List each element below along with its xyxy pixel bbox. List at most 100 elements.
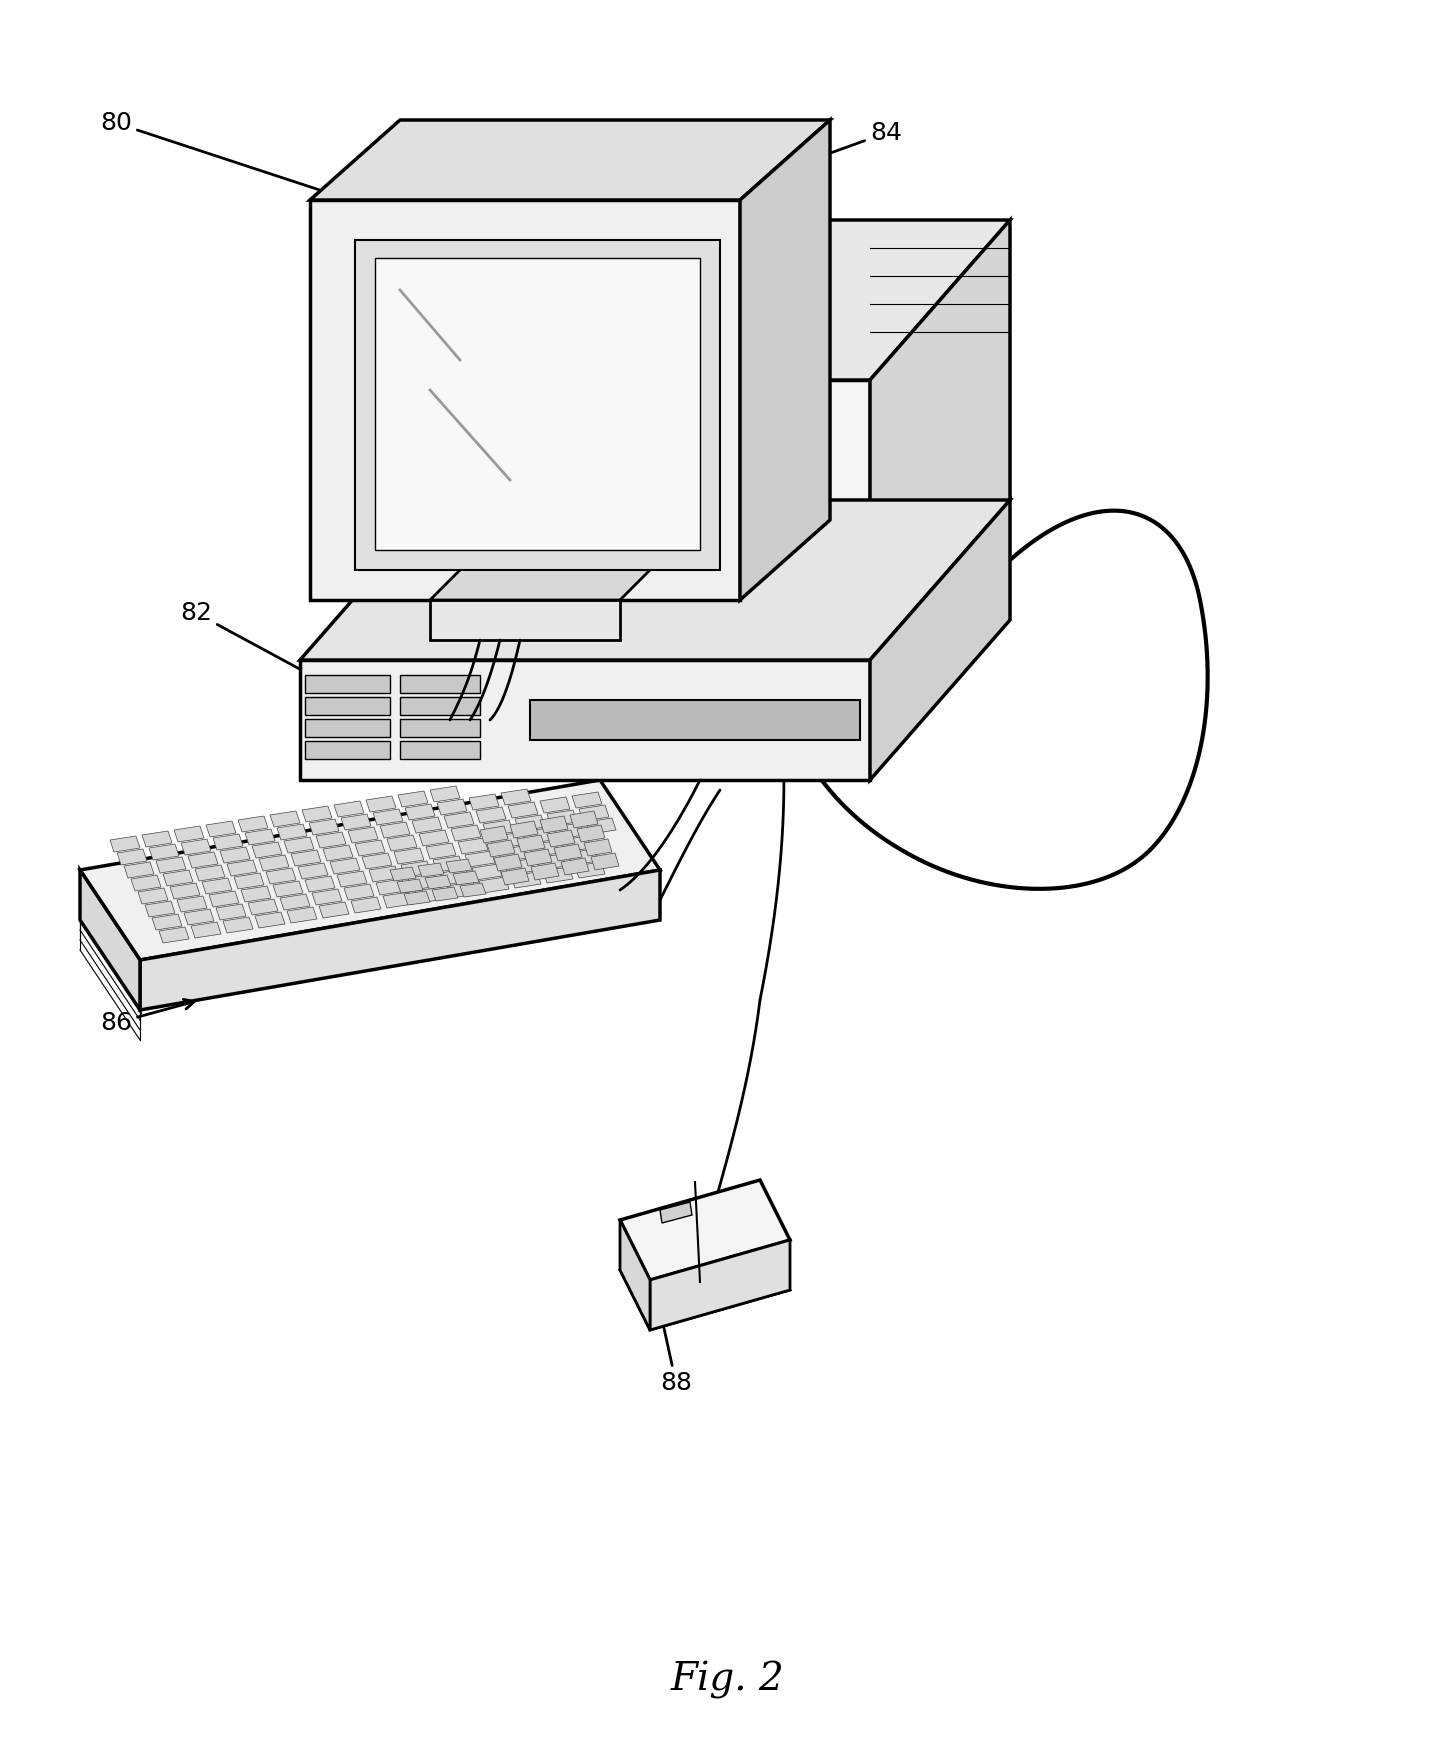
Polygon shape bbox=[276, 824, 307, 840]
Polygon shape bbox=[156, 857, 186, 873]
Polygon shape bbox=[575, 863, 605, 878]
Polygon shape bbox=[503, 859, 534, 875]
Polygon shape bbox=[362, 854, 391, 870]
Polygon shape bbox=[547, 810, 578, 826]
Polygon shape bbox=[252, 841, 282, 857]
Polygon shape bbox=[530, 841, 559, 857]
Polygon shape bbox=[259, 856, 290, 871]
Polygon shape bbox=[212, 834, 243, 850]
Polygon shape bbox=[279, 894, 310, 910]
Polygon shape bbox=[741, 120, 829, 600]
Polygon shape bbox=[431, 559, 661, 600]
Polygon shape bbox=[554, 843, 582, 861]
Polygon shape bbox=[148, 843, 179, 861]
Polygon shape bbox=[579, 804, 610, 820]
Polygon shape bbox=[400, 720, 480, 737]
Polygon shape bbox=[303, 806, 332, 822]
Polygon shape bbox=[151, 914, 182, 930]
Polygon shape bbox=[343, 884, 374, 900]
Polygon shape bbox=[402, 861, 431, 877]
Text: 80: 80 bbox=[100, 111, 345, 199]
Polygon shape bbox=[310, 120, 829, 199]
Polygon shape bbox=[407, 873, 438, 891]
Polygon shape bbox=[400, 741, 480, 759]
Polygon shape bbox=[311, 889, 342, 905]
Polygon shape bbox=[439, 870, 470, 886]
Polygon shape bbox=[355, 840, 386, 856]
Polygon shape bbox=[220, 847, 250, 863]
Polygon shape bbox=[490, 833, 519, 848]
Polygon shape bbox=[178, 896, 207, 912]
Polygon shape bbox=[335, 801, 364, 817]
Polygon shape bbox=[460, 884, 486, 898]
Polygon shape bbox=[255, 912, 285, 928]
Polygon shape bbox=[524, 848, 551, 866]
Polygon shape bbox=[469, 794, 499, 810]
Polygon shape bbox=[483, 820, 514, 836]
Polygon shape bbox=[375, 878, 406, 894]
Polygon shape bbox=[387, 834, 418, 850]
Polygon shape bbox=[540, 817, 567, 833]
Polygon shape bbox=[501, 868, 530, 886]
Polygon shape bbox=[143, 831, 172, 847]
Polygon shape bbox=[870, 220, 1010, 660]
Polygon shape bbox=[562, 836, 591, 852]
Polygon shape bbox=[308, 818, 339, 834]
Polygon shape bbox=[412, 817, 442, 833]
Polygon shape bbox=[870, 499, 1010, 780]
Polygon shape bbox=[215, 903, 246, 921]
Polygon shape bbox=[116, 848, 147, 864]
Polygon shape bbox=[239, 817, 268, 833]
Polygon shape bbox=[447, 859, 471, 873]
Polygon shape bbox=[535, 854, 566, 870]
Polygon shape bbox=[586, 818, 615, 834]
Polygon shape bbox=[397, 878, 423, 893]
Polygon shape bbox=[458, 838, 487, 854]
Polygon shape bbox=[291, 850, 322, 866]
Polygon shape bbox=[323, 845, 354, 861]
Polygon shape bbox=[434, 856, 463, 871]
Text: 82: 82 bbox=[180, 602, 314, 677]
Polygon shape bbox=[234, 873, 263, 889]
Polygon shape bbox=[418, 863, 444, 877]
Polygon shape bbox=[330, 857, 359, 873]
Polygon shape bbox=[487, 840, 515, 857]
Polygon shape bbox=[355, 240, 720, 570]
Polygon shape bbox=[383, 893, 413, 908]
Polygon shape bbox=[480, 826, 508, 843]
Polygon shape bbox=[80, 870, 140, 1011]
Polygon shape bbox=[390, 866, 416, 880]
Polygon shape bbox=[425, 875, 451, 889]
Polygon shape bbox=[351, 898, 381, 914]
Polygon shape bbox=[202, 878, 231, 894]
Polygon shape bbox=[310, 199, 741, 600]
Polygon shape bbox=[501, 789, 531, 804]
Polygon shape bbox=[567, 848, 598, 864]
Polygon shape bbox=[300, 660, 870, 780]
Polygon shape bbox=[223, 917, 253, 933]
Polygon shape bbox=[540, 797, 570, 813]
Text: 86: 86 bbox=[100, 1000, 195, 1035]
Polygon shape bbox=[266, 868, 295, 884]
Polygon shape bbox=[380, 822, 410, 838]
Polygon shape bbox=[399, 790, 428, 806]
Polygon shape bbox=[404, 891, 431, 905]
Polygon shape bbox=[131, 875, 162, 891]
Polygon shape bbox=[517, 834, 546, 852]
Polygon shape bbox=[367, 796, 396, 811]
Polygon shape bbox=[591, 854, 618, 870]
Polygon shape bbox=[522, 827, 551, 843]
Polygon shape bbox=[111, 836, 140, 852]
Polygon shape bbox=[620, 1221, 650, 1330]
Polygon shape bbox=[404, 804, 435, 820]
Polygon shape bbox=[661, 1201, 693, 1222]
Polygon shape bbox=[599, 616, 800, 640]
Polygon shape bbox=[444, 811, 474, 827]
Polygon shape bbox=[547, 831, 575, 847]
Polygon shape bbox=[431, 600, 620, 640]
Polygon shape bbox=[375, 258, 700, 550]
Polygon shape bbox=[620, 1230, 790, 1330]
Polygon shape bbox=[159, 928, 189, 944]
Polygon shape bbox=[498, 847, 527, 863]
Polygon shape bbox=[183, 908, 214, 924]
